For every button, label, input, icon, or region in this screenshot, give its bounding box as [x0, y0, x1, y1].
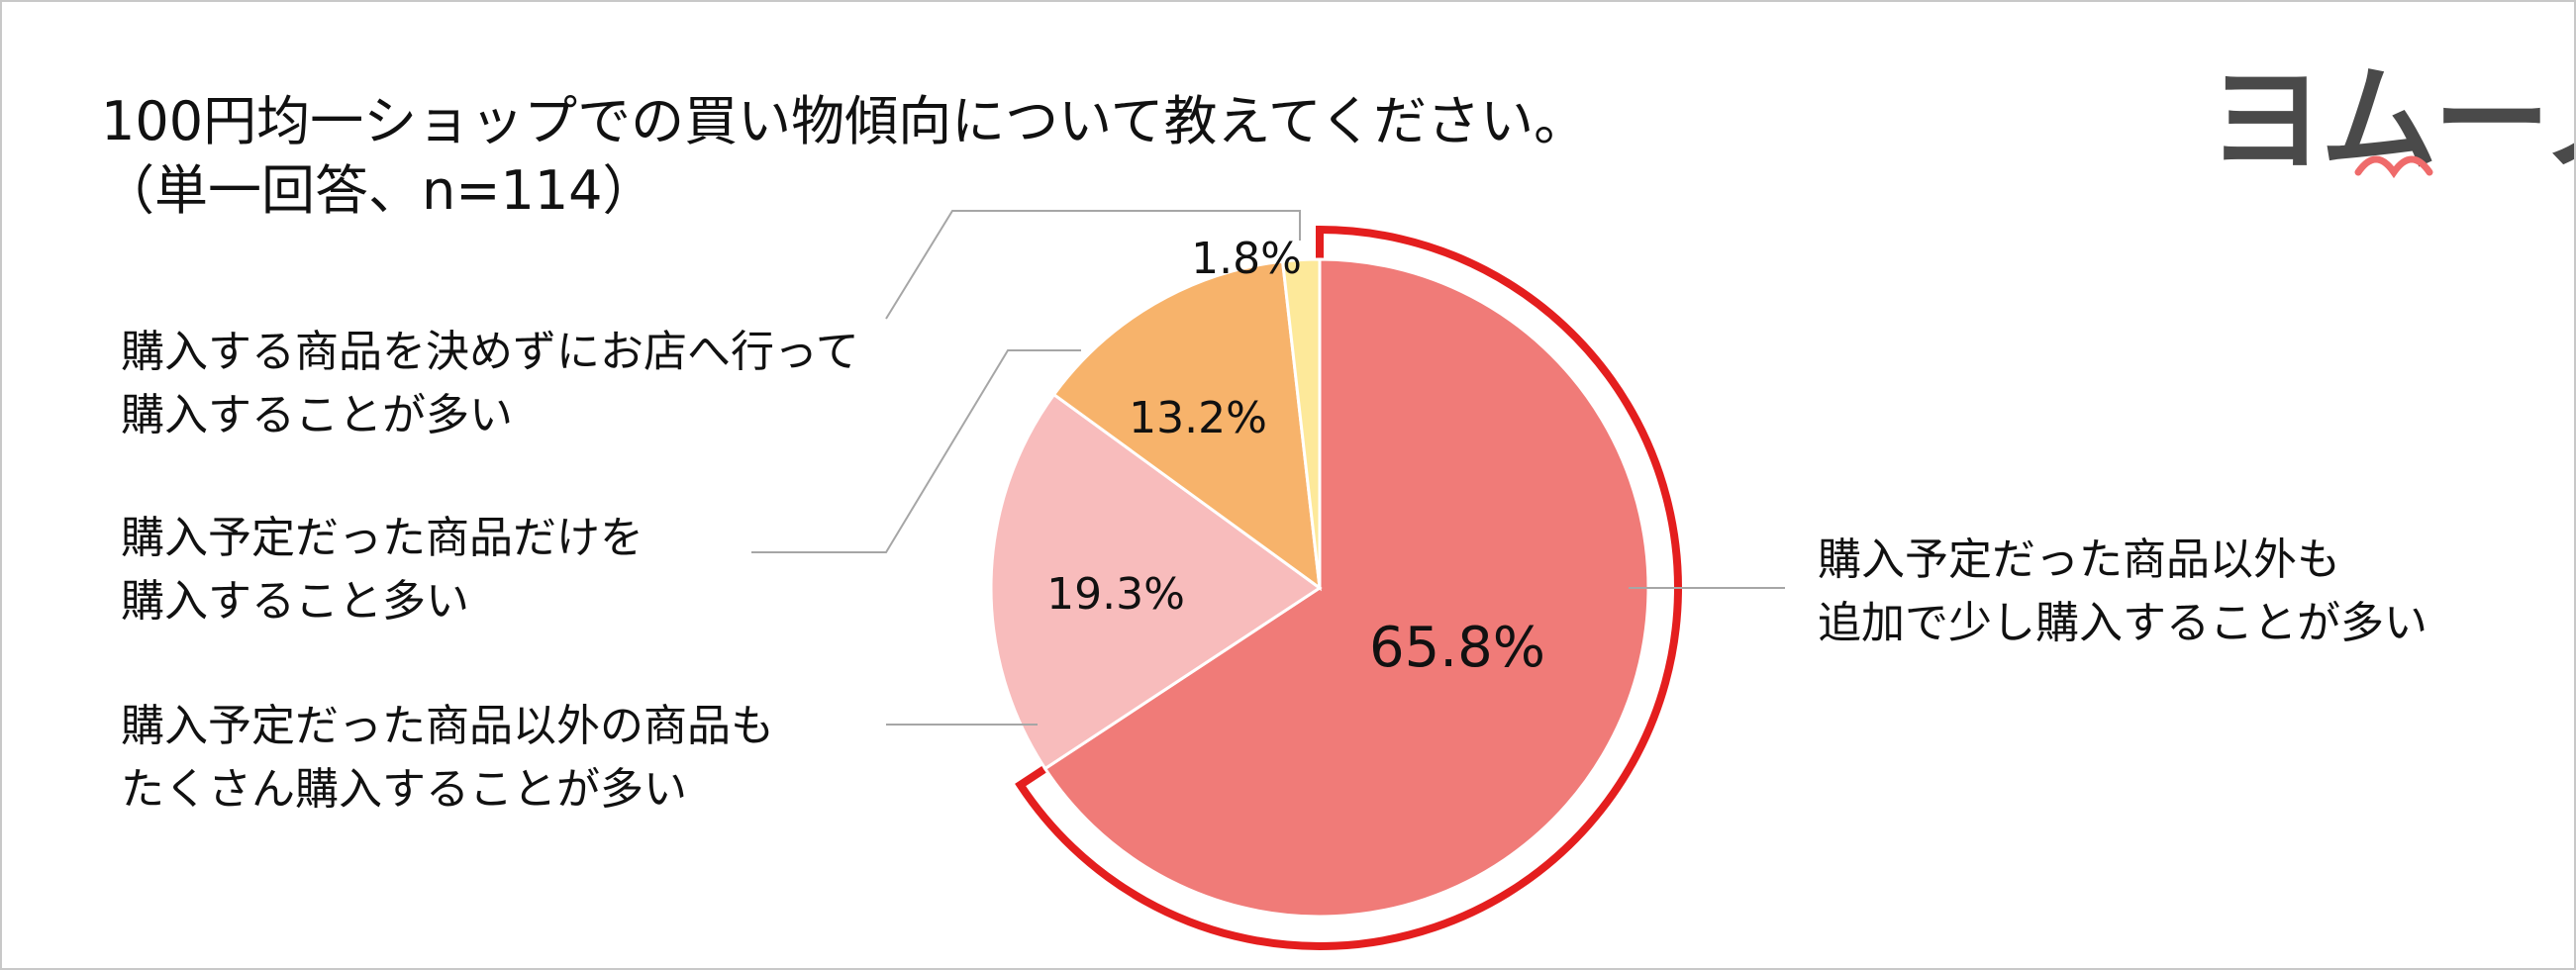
- data-label: 1.8%: [1191, 234, 1302, 284]
- data-label: 13.2%: [1129, 393, 1267, 443]
- category-label: 購入予定だった商品だけを 購入すること多い: [121, 513, 644, 627]
- pie-slice: [1051, 259, 1322, 592]
- category-label: 購入予定だった商品以外の商品も たくさん購入することが多い: [121, 701, 774, 815]
- chart-subtitle: （単一回答、n=114）: [101, 159, 656, 222]
- leader-line: [885, 210, 1301, 320]
- category-label: 購入予定だった商品以外も 追加で少し購入することが多い: [1818, 534, 2427, 648]
- category-label: 購入する商品を決めずにお店へ行って 購入することが多い: [121, 327, 859, 440]
- logo-mark: [2354, 155, 2433, 179]
- pie-slice: [1042, 257, 1650, 919]
- pie-slice: [1280, 257, 1322, 589]
- data-label: 19.3%: [1046, 569, 1185, 620]
- leader-line: [751, 349, 1081, 553]
- pie-slice: [989, 392, 1323, 771]
- data-label: 65.8%: [1369, 616, 1545, 680]
- chart-title: 100円均一ショップでの買い物傾向について教えてください。: [101, 90, 1588, 152]
